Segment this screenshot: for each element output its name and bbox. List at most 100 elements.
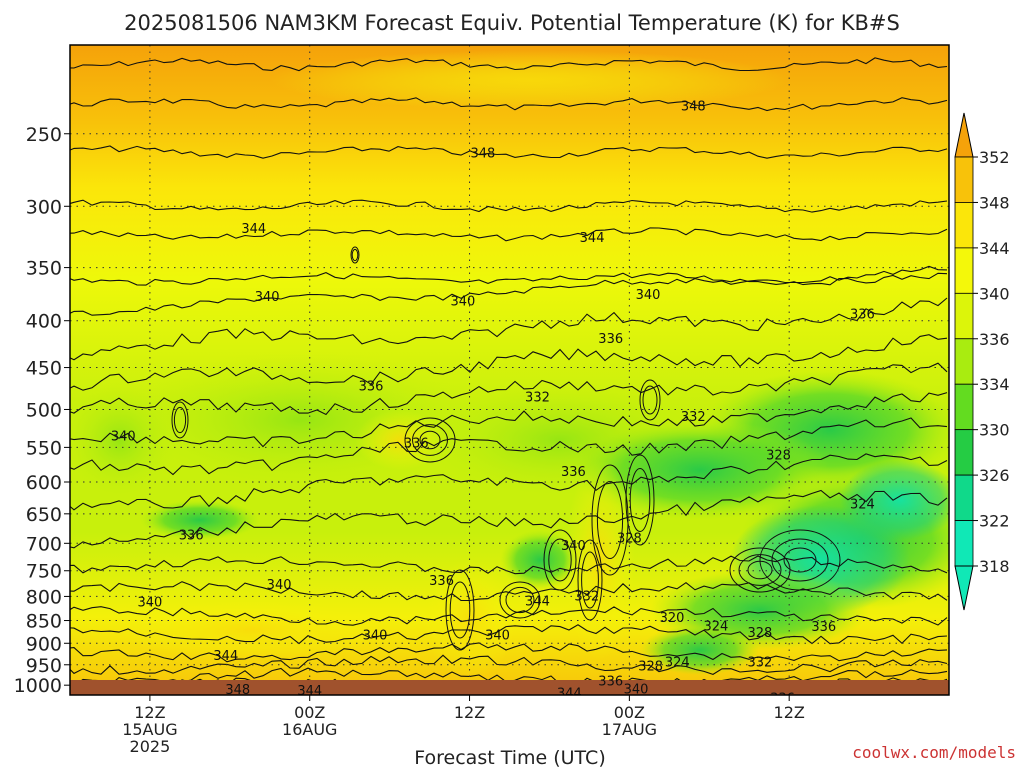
- colorbar-label-1: 348: [979, 193, 1010, 212]
- y-tick-label-3: 400: [26, 311, 62, 333]
- contour-line-2: [70, 145, 948, 159]
- field-fill-15: [70, 380, 180, 500]
- contour-line-16: [70, 606, 948, 626]
- y-tick-label-12: 850: [26, 611, 62, 633]
- x-tick-label-2-0: 12Z: [454, 703, 485, 722]
- y-tick-label-7: 600: [26, 472, 62, 494]
- colorbar-label-3: 340: [979, 284, 1010, 303]
- x-tick-label-0-2: 2025: [130, 737, 171, 756]
- contour-label-14: 328: [766, 449, 791, 464]
- contour-label-27: 336: [811, 620, 836, 635]
- contour-loop-4-1: [738, 554, 782, 586]
- contour-line-18: [70, 642, 948, 663]
- contour-loop-5-2: [783, 547, 817, 573]
- contour-line-11: [70, 417, 948, 476]
- contour-loop-7-0: [404, 417, 456, 463]
- contour-label-3: 344: [580, 231, 605, 246]
- contour-label-8: 336: [598, 332, 623, 347]
- y-tick-label-1: 300: [26, 196, 62, 218]
- y-tick-label-13: 900: [26, 633, 62, 655]
- y-tick-label-2: 350: [26, 258, 62, 280]
- colorbar-label-9: 318: [979, 557, 1010, 576]
- contour-label-20: 336: [429, 574, 454, 589]
- contour-label-9: 336: [359, 380, 384, 395]
- contour-label-2: 344: [241, 222, 266, 237]
- chart-title: 2025081506 NAM3KM Forecast Equiv. Potent…: [124, 11, 900, 35]
- y-tick-label-5: 500: [26, 399, 62, 421]
- contour-line-10: [70, 392, 948, 448]
- y-tick-label-11: 800: [26, 586, 62, 608]
- colorbar-segment-4: [954, 338, 974, 385]
- y-tick-label-14: 950: [26, 655, 62, 677]
- contour-label-29: 340: [363, 628, 388, 643]
- x-axis-label: Forecast Time (UTC): [414, 747, 605, 768]
- contour-line-1: [70, 97, 948, 112]
- contour-loop-3-1: [548, 538, 572, 582]
- x-tick-label-1-1: 16AUG: [282, 720, 337, 739]
- contour-label-25: 320: [660, 611, 685, 626]
- colorbar-label-5: 334: [979, 375, 1010, 394]
- contour-loop-3-0: [543, 529, 577, 591]
- contour-label-12: 340: [111, 430, 136, 445]
- colorbar-label-8: 322: [979, 512, 1010, 531]
- x-tick-label-3-0: 00Z: [614, 703, 645, 722]
- ground-surface: [70, 680, 949, 695]
- contour-label-0: 348: [681, 100, 706, 115]
- y-tick-label-10: 750: [26, 561, 62, 583]
- colorbar-segment-7: [954, 474, 974, 521]
- y-tick-label-6: 550: [26, 437, 62, 459]
- contour-label-16: 324: [850, 497, 875, 512]
- contour-loop-9-0: [499, 581, 541, 619]
- colorbar-segment-6: [954, 429, 974, 476]
- contour-label-4: 340: [255, 290, 280, 305]
- x-tick-label-1-0: 00Z: [294, 703, 325, 722]
- colorbar-label-7: 326: [979, 466, 1010, 485]
- contour-loop-11-1: [351, 248, 359, 262]
- contour-loop-10-1: [173, 406, 187, 434]
- colorbar-label-0: 352: [979, 148, 1010, 167]
- contour-label-36: 340: [624, 682, 649, 697]
- y-tick-label-0: 250: [26, 124, 62, 146]
- contour-label-17: 336: [179, 529, 204, 544]
- contour-label-11: 332: [681, 410, 706, 425]
- contour-loop-2-0: [577, 539, 603, 621]
- field-fill-14: [640, 625, 760, 675]
- field-fill-16: [355, 410, 445, 470]
- colorbar-segment-8: [954, 520, 974, 567]
- contour-label-31: 344: [213, 649, 238, 664]
- colorbar-segment-1: [954, 202, 974, 249]
- contour-label-33: 332: [747, 655, 772, 670]
- contour-label-30: 340: [485, 628, 510, 643]
- contour-label-28: 328: [747, 626, 772, 641]
- field-fills: [70, 50, 949, 680]
- contour-loop-7-1: [412, 424, 448, 456]
- watermark: coolwx.com/models: [852, 743, 1016, 762]
- contour-label-10: 332: [525, 391, 550, 406]
- contour-loop-5-1: [771, 538, 829, 582]
- contour-loop-8-1: [449, 581, 471, 639]
- y-tick-label-8: 650: [26, 504, 62, 526]
- contour-label-18: 328: [617, 532, 642, 547]
- contour-loop-1-0: [625, 454, 655, 546]
- colorbar-label-4: 336: [979, 330, 1010, 349]
- contour-loop-4-0: [729, 547, 791, 593]
- colorbar-segment-2: [954, 247, 974, 294]
- x-tick-label-4-0: 12Z: [774, 703, 805, 722]
- colorbar-segment-5: [954, 383, 974, 431]
- contour-label-40: 336: [770, 692, 795, 707]
- contour-loop-7-2: [419, 430, 441, 450]
- contour-label-39: 344: [557, 686, 582, 701]
- contour-label-13: 336: [404, 436, 429, 451]
- field-fill-10: [500, 530, 580, 590]
- contour-label-34: 328: [638, 660, 663, 675]
- contour-label-38: 344: [297, 684, 322, 699]
- field-fill-4: [570, 420, 830, 520]
- contour-line-17: [70, 624, 948, 645]
- contour-line-13: [70, 489, 948, 549]
- contour-loop-11-0: [350, 246, 360, 264]
- contour-label-7: 336: [850, 308, 875, 323]
- contour-label-24: 340: [137, 595, 162, 610]
